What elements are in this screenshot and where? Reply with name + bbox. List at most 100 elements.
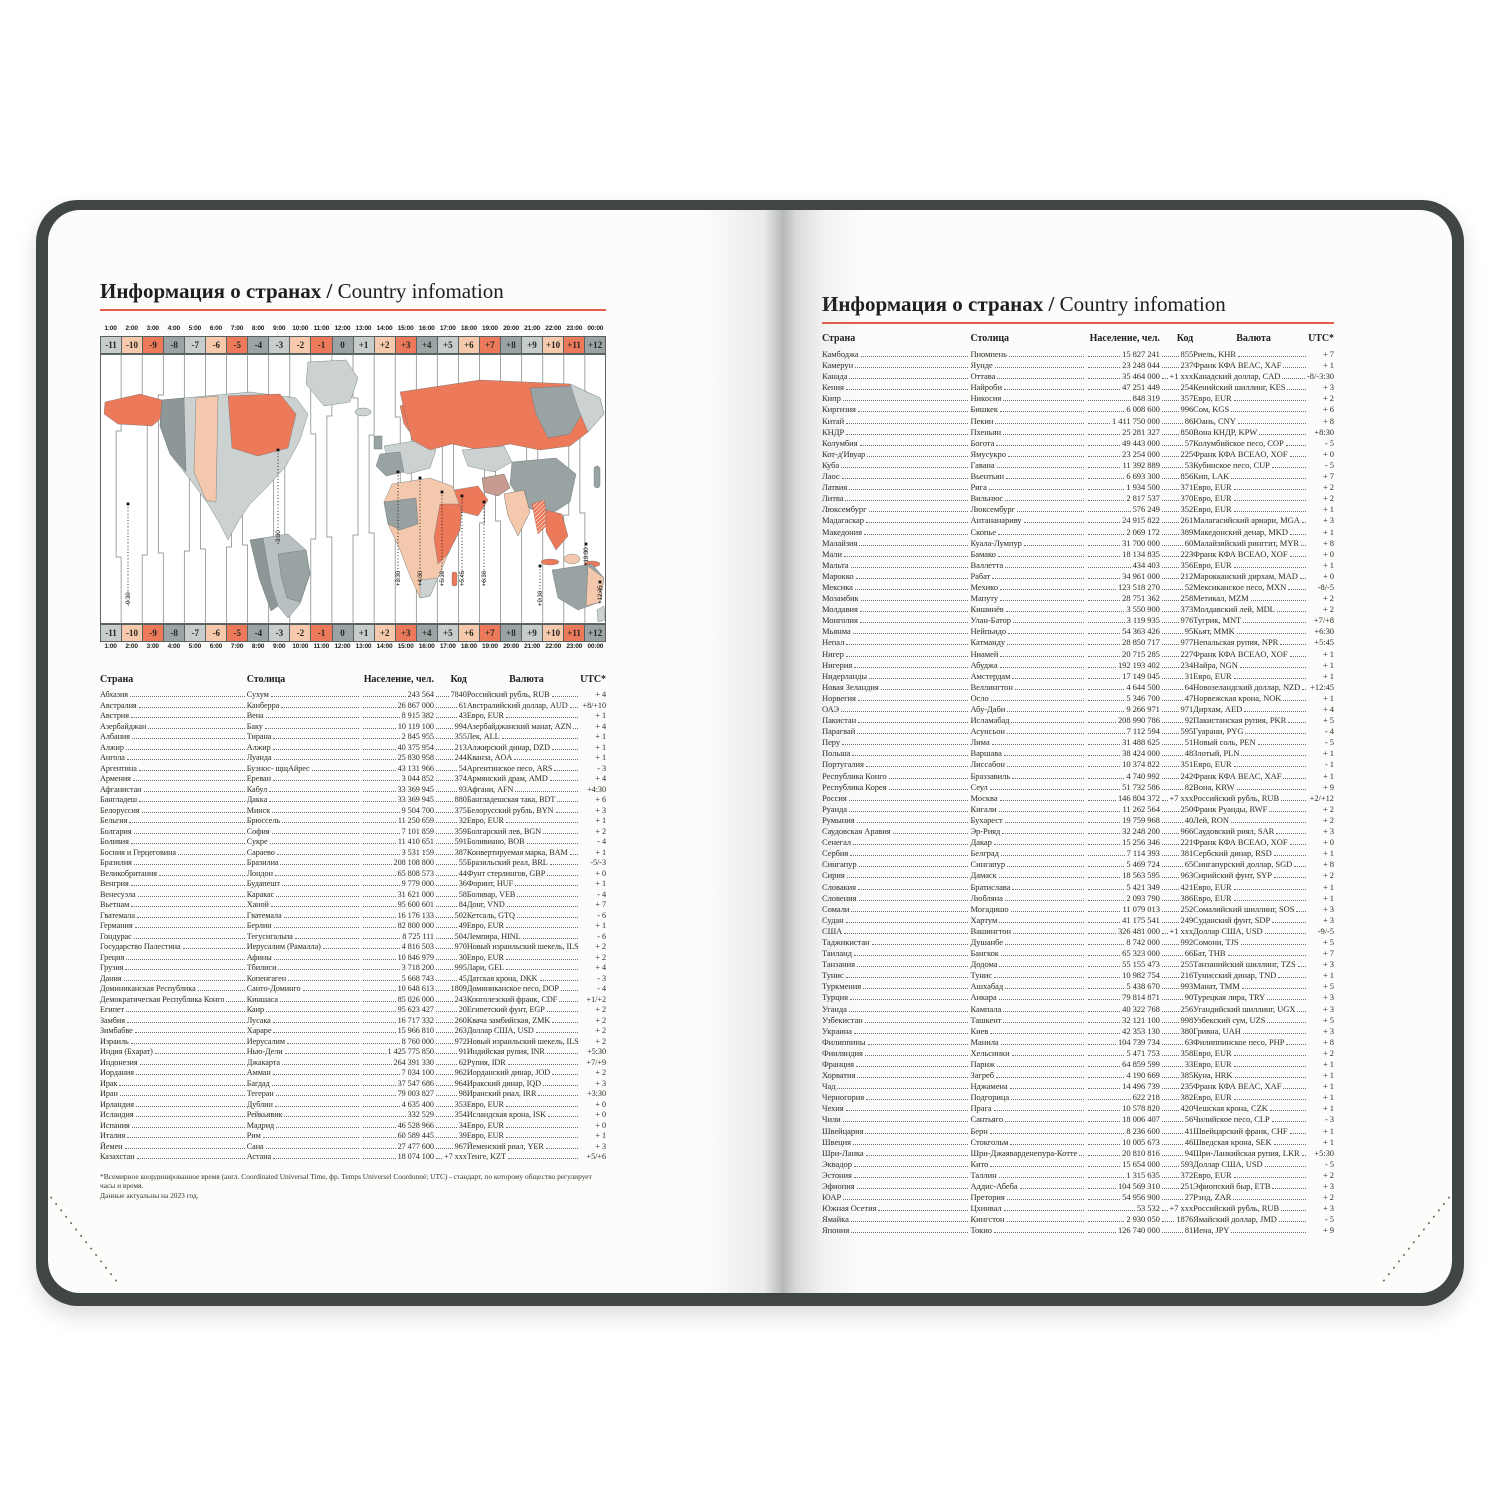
capital-cell: Токио bbox=[970, 1225, 1085, 1235]
capital-cell: Будапешт bbox=[247, 879, 361, 888]
utc-cell: + 1 bbox=[1322, 659, 1334, 670]
table-row: Бразилия Бразилиа 208 108 800 55 Бразильский… bbox=[100, 858, 606, 869]
population-cell: 1 411 750 000 bbox=[1086, 416, 1160, 426]
utc-cell: + 1 bbox=[595, 732, 606, 741]
table-row: Доминиканская Республика Санто-Доминго 10 … bbox=[100, 984, 606, 995]
population-cell: 1 315 635 bbox=[1086, 1170, 1160, 1180]
population-cell: 15 654 000 bbox=[1086, 1159, 1160, 1169]
country-cell: Черногория bbox=[822, 1092, 970, 1102]
phone-code-cell: 996 bbox=[1160, 404, 1193, 414]
currency-cell: Манат, TMM bbox=[1193, 981, 1308, 991]
population-cell: 82 800 000 bbox=[361, 921, 434, 930]
country-cell: Мадагаскар bbox=[822, 515, 970, 525]
utc-cell: + 1 bbox=[1322, 559, 1334, 570]
country-cell: Туркмения bbox=[822, 981, 970, 991]
table-row: Нигерия Абуджа 192 193 402 234 Найра, NGN + 1 bbox=[822, 660, 1334, 671]
phone-code-cell: 372 bbox=[1160, 1170, 1193, 1180]
phone-code-cell: 966 bbox=[1160, 826, 1193, 836]
currency-cell: Филиппинское песо, PHP bbox=[1193, 1037, 1308, 1047]
table-row: Румыния Бухарест 19 759 968 40 Лей, RON + 2 bbox=[822, 815, 1334, 826]
phone-code-cell: +1 xxx bbox=[1160, 926, 1193, 936]
phone-code-cell: 31 bbox=[1160, 671, 1193, 681]
utc-cell: + 1 bbox=[595, 816, 606, 825]
na-central-band bbox=[193, 395, 219, 503]
country-cell: Словакия bbox=[822, 882, 970, 892]
currency-cell: Бангладешская така, BDT bbox=[467, 795, 580, 804]
country-cell: Марокко bbox=[822, 571, 970, 581]
country-cell: Иран bbox=[100, 1089, 247, 1098]
phone-code-cell: 967 bbox=[434, 1142, 467, 1151]
currency-cell: Вона КНДР, KPW bbox=[1193, 427, 1308, 437]
country-cell: Доминиканская Республика bbox=[100, 984, 247, 993]
population-cell: 9 779 000 bbox=[361, 879, 434, 888]
phone-code-cell: 250 bbox=[1160, 804, 1193, 814]
hour-label: 18:00 bbox=[460, 643, 477, 650]
currency-cell: Евро, EUR bbox=[467, 816, 580, 825]
capital-cell: Минск bbox=[247, 806, 361, 815]
country-cell: Бельгия bbox=[100, 816, 247, 825]
table-row: Уганда Кампала 40 322 768 256 Угандийский ши… bbox=[822, 1004, 1334, 1015]
capital-cell: Лиссабон bbox=[970, 759, 1085, 769]
country-cell: Эстония bbox=[822, 1170, 970, 1180]
population-cell: 23 248 044 bbox=[1086, 360, 1160, 370]
title-underline bbox=[100, 309, 606, 311]
capital-cell: Никосия bbox=[970, 393, 1085, 403]
madagascar bbox=[451, 571, 458, 587]
phone-code-cell: 998 bbox=[1160, 1015, 1193, 1025]
offset-cell: 0 bbox=[331, 337, 353, 353]
table-row: Государство Палестина Иерусалим (Рамалла)… bbox=[100, 942, 606, 953]
currency-cell: Афгани, AFN bbox=[467, 785, 580, 794]
population-cell: 15 256 346 bbox=[1086, 837, 1160, 847]
capital-cell: Кито bbox=[970, 1159, 1085, 1169]
table-row: Люксембург Люксембург 576 249 352 Евро, EUR +… bbox=[822, 504, 1334, 515]
phone-code-cell: 48 bbox=[1160, 748, 1193, 758]
country-cell: Руанда bbox=[822, 804, 970, 814]
currency-cell: Малайзийский ринггит, MYR bbox=[1193, 538, 1308, 548]
utc-cell: +3:30 bbox=[587, 1089, 606, 1098]
capital-cell: Антананариву bbox=[970, 515, 1085, 525]
hour-label: 12:00 bbox=[334, 643, 351, 650]
country-cell: Пакистан bbox=[822, 715, 970, 725]
phone-code-cell: 995 bbox=[434, 963, 467, 972]
currency-cell: Азербайджанский манат, AZN bbox=[467, 722, 580, 731]
currency-cell: Дирхам, AED bbox=[1193, 704, 1308, 714]
fraction-zone-dot bbox=[126, 502, 130, 506]
utc-cell: + 6 bbox=[595, 795, 606, 804]
population-cell: 4 816 503 bbox=[361, 942, 434, 951]
population-cell: 16 717 332 bbox=[361, 1016, 434, 1025]
capital-cell: Киншаса bbox=[247, 995, 361, 1004]
population-cell: 2 845 955 bbox=[361, 732, 434, 741]
country-cell: Италия bbox=[100, 1131, 247, 1140]
phone-code-cell: 84 bbox=[434, 900, 467, 909]
population-cell: 35 464 000 bbox=[1086, 371, 1160, 381]
hour-label: 23:00 bbox=[566, 643, 583, 650]
table-row: Нигер Ниамей 20 715 285 227 Франк КФА BCEAO,… bbox=[822, 649, 1334, 660]
utc-cell: + 2 bbox=[595, 1068, 606, 1077]
utc-cell: + 2 bbox=[1322, 493, 1334, 504]
currency-cell: Евро, EUR bbox=[1193, 482, 1308, 492]
capital-cell: Багдад bbox=[247, 1079, 361, 1088]
capital-cell: Кишинёв bbox=[970, 604, 1085, 614]
currency-cell: Франк КФА BEAC, XAF bbox=[1193, 771, 1308, 781]
country-cell: Швеция bbox=[822, 1137, 970, 1147]
country-cell: Нигерия bbox=[822, 660, 970, 670]
population-cell: 64 859 599 bbox=[1086, 1059, 1160, 1069]
currency-cell: Евро, EUR bbox=[1193, 1048, 1308, 1058]
capital-cell: Кингстон bbox=[970, 1214, 1085, 1224]
phone-code-cell: 856 bbox=[1160, 471, 1193, 481]
capital-cell: Ниамей bbox=[970, 649, 1085, 659]
utc-cell: + 1 bbox=[1322, 1103, 1334, 1114]
currency-cell: Пакистанская рупия, PKR bbox=[1193, 715, 1308, 725]
country-cell: Австрия bbox=[100, 711, 247, 720]
utc-cell: + 1 bbox=[595, 742, 606, 752]
currency-cell: Исландская крона, ISK bbox=[467, 1110, 580, 1119]
population-cell: 11 392 889 bbox=[1086, 460, 1160, 470]
population-cell: 28 751 362 bbox=[1086, 593, 1160, 603]
population-cell: 34 961 000 bbox=[1086, 571, 1160, 581]
capital-cell: Таллин bbox=[970, 1170, 1085, 1180]
phone-code-cell: 243 bbox=[434, 995, 467, 1004]
country-cell: Индонезия bbox=[100, 1058, 247, 1067]
greenland bbox=[305, 359, 359, 407]
population-cell: 18 134 835 bbox=[1086, 549, 1160, 559]
